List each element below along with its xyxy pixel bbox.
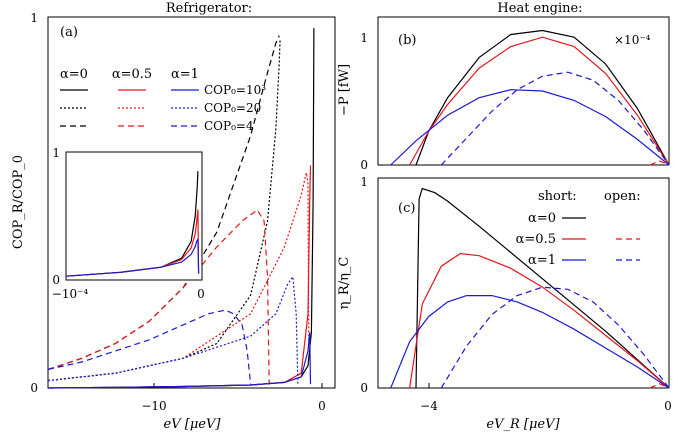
series-line-b-1 (409, 36, 670, 166)
panel-c-ytick-1: 1 (360, 175, 368, 189)
panel-c-ytick-0: 0 (360, 381, 368, 395)
panel-c-legend: short: open: α=0 α=0.5 α=1 (516, 189, 641, 268)
inset-xtick-0: −10⁻⁴ (52, 287, 89, 301)
panel-c-label: (c) (398, 201, 415, 216)
panel-b-scale: ×10⁻⁴ (614, 33, 651, 47)
right-title: Heat engine: (497, 1, 582, 16)
series-line-c-2 (390, 295, 670, 389)
series-line-b-3 (649, 160, 670, 166)
series-line-a-1 (47, 39, 281, 382)
series-line-a-4 (47, 172, 310, 382)
panel-a-xtick-0: −10 (141, 399, 166, 413)
legend-c-alpha-05: α=0.5 (516, 232, 556, 247)
panel-a-ytick-1: 1 (30, 11, 38, 25)
panel-b-frame (377, 16, 670, 166)
series-line-c-3 (649, 383, 670, 389)
legend-alpha-1: α=1 (171, 67, 199, 82)
inset-ytick-1: 1 (52, 146, 60, 160)
inset-frame (65, 151, 203, 281)
panel-a-frame (47, 16, 336, 389)
panel-b-ytick-0: 0 (360, 158, 368, 172)
legend-alpha-05: α=0.5 (112, 67, 152, 82)
panel-b-ytick-1: 1 (360, 31, 368, 45)
panel-c-frame (377, 177, 670, 389)
legend-open-head: open: (604, 189, 641, 204)
legend-short-head: short: (538, 189, 577, 204)
panel-b-ylabel: −P [fW] (337, 64, 352, 116)
series-line-b-4 (440, 71, 670, 166)
panel-a-xlabel: eV [μeV] (164, 417, 222, 432)
panel-a-legend: α=0 α=0.5 α=1 COP₀=10³ COP₀=20 COP₀=4 (60, 67, 266, 133)
panel-c-curves (390, 187, 670, 389)
inset-xtick-1: 0 (197, 287, 205, 301)
panel-a-ytick-0: 0 (30, 381, 38, 395)
panel-a-label: (a) (60, 25, 78, 40)
series-line-a-inset-2 (65, 238, 200, 277)
inset-curves (65, 171, 200, 277)
panel-c-xlabel: eV_R [μeV] (486, 417, 560, 432)
series-line-a-5 (47, 209, 270, 385)
legend-cop-4: COP₀=4 (204, 119, 254, 133)
series-line-a-6 (47, 332, 312, 389)
panel-b-label: (b) (398, 33, 416, 48)
inset-ytick-0: 0 (52, 273, 60, 287)
series-line-b-2 (390, 89, 670, 166)
panel-a-ylabel: COP_R/COP_0 (11, 155, 26, 249)
series-line-a-7 (47, 274, 299, 385)
series-line-b-0 (415, 29, 670, 166)
panel-a-xtick-1: 0 (318, 399, 326, 413)
left-title: Refrigerator: (166, 1, 252, 16)
legend-alpha-0: α=0 (60, 67, 88, 82)
panel-c-xtick-0: −4 (420, 399, 438, 413)
panel-c-xtick-1: 0 (664, 399, 672, 413)
legend-c-alpha-1: α=1 (528, 253, 556, 268)
series-line-a-8 (47, 309, 252, 385)
legend-cop-20: COP₀=20 (204, 101, 261, 115)
series-line-c-1 (409, 252, 670, 389)
legend-cop-1000: COP₀=10³ (204, 83, 266, 97)
panel-c-ylabel: η_R/η_C (337, 257, 352, 310)
panel-b-curves (390, 29, 670, 166)
legend-c-alpha-0: α=0 (528, 211, 556, 226)
series-line-c-4 (440, 286, 670, 389)
series-line-c-0 (415, 187, 670, 389)
